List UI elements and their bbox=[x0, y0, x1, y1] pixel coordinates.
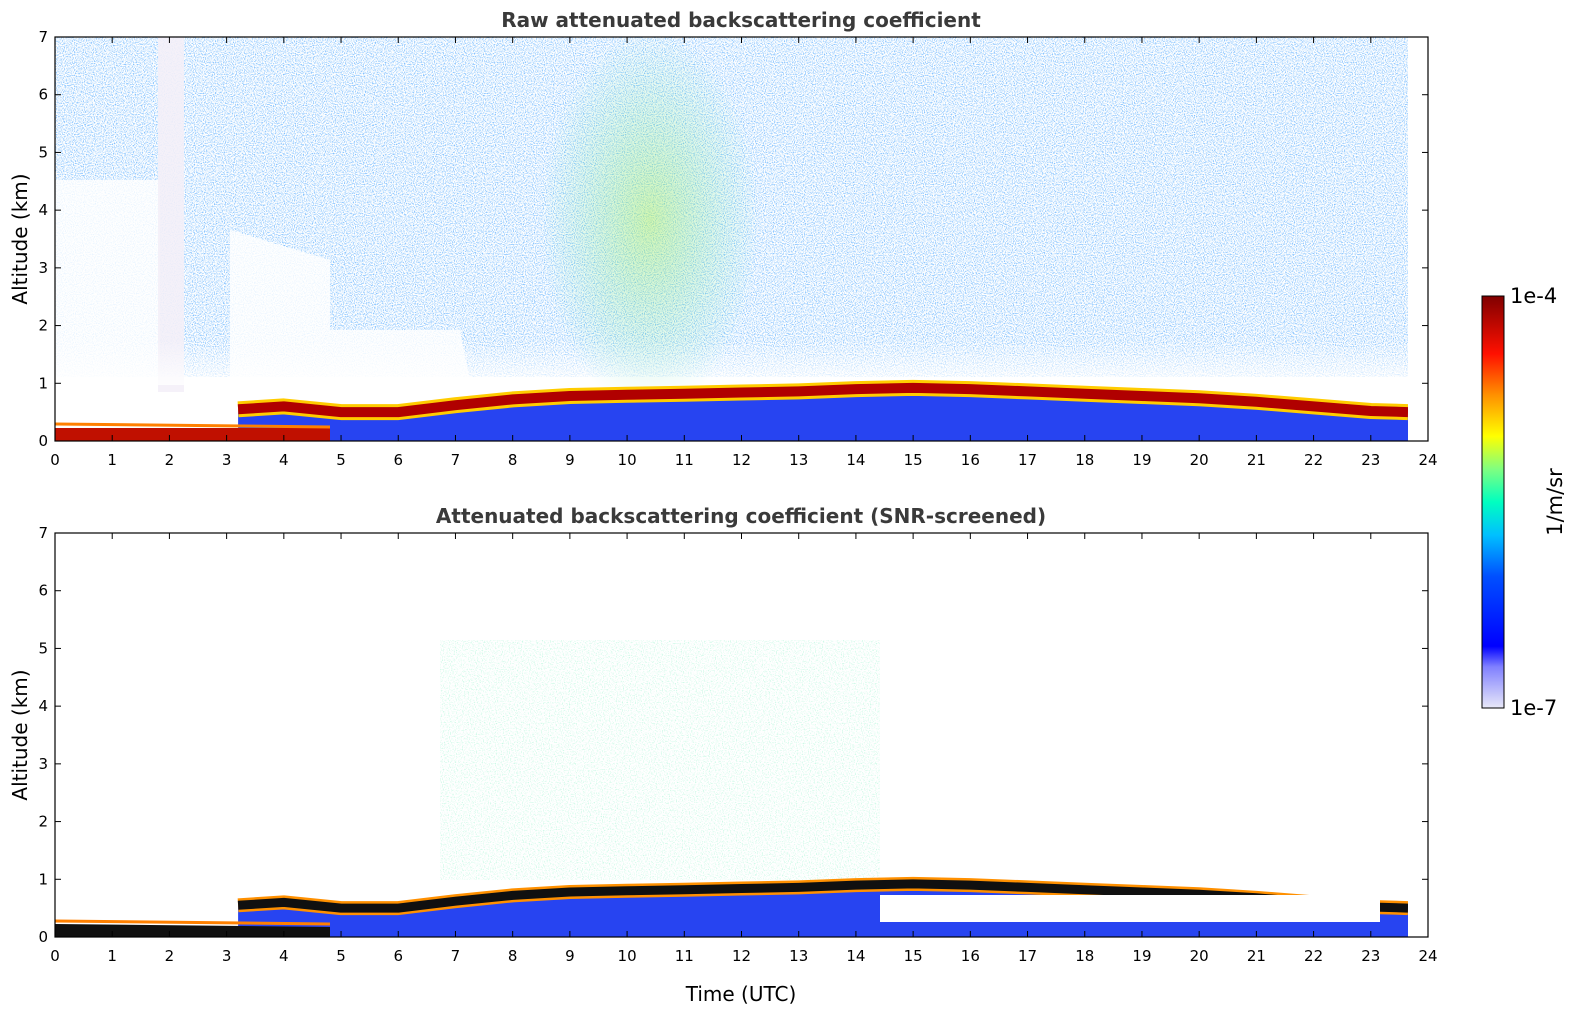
x-tick-label: 1 bbox=[107, 451, 117, 469]
colorbar-gradient bbox=[1481, 295, 1505, 709]
raw-backscatter-panel: Raw attenuated backscattering coefficien… bbox=[8, 8, 1438, 469]
chart-title: Raw attenuated backscattering coefficien… bbox=[501, 8, 981, 32]
x-tick-label: 20 bbox=[1190, 451, 1209, 469]
y-tick-label: 7 bbox=[38, 28, 48, 46]
x-tick-label: 7 bbox=[451, 947, 461, 965]
y-axis: 0 1 2 3 4 5 6 7 bbox=[38, 524, 1428, 946]
x-tick-label: 5 bbox=[336, 451, 346, 469]
x-tick-label: 10 bbox=[618, 451, 637, 469]
surface-layer-edge bbox=[55, 919, 331, 926]
x-tick-label: 14 bbox=[846, 947, 865, 965]
x-tick-label: 12 bbox=[732, 451, 751, 469]
x-tick-label: 21 bbox=[1247, 451, 1266, 469]
x-tick-label: 23 bbox=[1361, 451, 1380, 469]
y-tick-label: 1 bbox=[38, 374, 48, 392]
no-data-region bbox=[1408, 37, 1428, 441]
x-tick-label: 13 bbox=[789, 947, 808, 965]
colorbar-min-label: 1e-7 bbox=[1510, 696, 1557, 720]
boundary-layer-top bbox=[237, 382, 1409, 418]
x-tick-label: 0 bbox=[50, 451, 60, 469]
x-tick-label: 15 bbox=[904, 947, 923, 965]
chart-title: Attenuated backscattering coefficient (S… bbox=[436, 504, 1046, 528]
x-tick-label: 12 bbox=[732, 947, 751, 965]
x-tick-label: 24 bbox=[1418, 947, 1437, 965]
colorbar-max-label: 1e-4 bbox=[1510, 284, 1557, 308]
y-axis: 0 1 2 3 4 5 6 7 bbox=[38, 28, 1428, 450]
y-tick-label: 0 bbox=[38, 432, 48, 450]
y-tick-label: 6 bbox=[38, 582, 48, 600]
y-tick-label: 5 bbox=[38, 639, 48, 657]
x-tick-label: 7 bbox=[451, 451, 461, 469]
heatmap-area bbox=[55, 37, 1428, 441]
x-tick-label: 4 bbox=[279, 451, 289, 469]
y-tick-label: 4 bbox=[38, 201, 48, 219]
x-tick-label: 0 bbox=[50, 947, 60, 965]
aerosol-plume bbox=[440, 640, 880, 880]
y-tick-label: 6 bbox=[38, 86, 48, 104]
snr-screened-panel: Attenuated backscattering coefficient (S… bbox=[8, 504, 1438, 1006]
x-tick-label: 2 bbox=[165, 947, 175, 965]
y-tick-label: 1 bbox=[38, 870, 48, 888]
x-tick-label: 2 bbox=[165, 451, 175, 469]
x-tick-label: 19 bbox=[1132, 451, 1151, 469]
x-tick-label: 20 bbox=[1190, 947, 1209, 965]
x-tick-label: 16 bbox=[961, 451, 980, 469]
y-tick-label: 0 bbox=[38, 928, 48, 946]
heatmap-area bbox=[55, 533, 1428, 937]
x-tick-label: 13 bbox=[789, 451, 808, 469]
x-tick-label: 3 bbox=[222, 451, 232, 469]
x-tick-label: 3 bbox=[222, 947, 232, 965]
x-tick-label: 22 bbox=[1304, 451, 1323, 469]
y-tick-label: 2 bbox=[38, 317, 48, 335]
x-tick-label: 24 bbox=[1418, 451, 1437, 469]
x-tick-label: 9 bbox=[565, 451, 575, 469]
x-tick-label: 8 bbox=[508, 947, 518, 965]
data-gap-strip bbox=[158, 37, 184, 392]
colorbar-unit-label: 1/m/sr bbox=[1543, 468, 1567, 536]
y-tick-label: 4 bbox=[38, 697, 48, 715]
x-tick-label: 14 bbox=[846, 451, 865, 469]
y-tick-label: 7 bbox=[38, 524, 48, 542]
x-tick-label: 4 bbox=[279, 947, 289, 965]
x-tick-label: 5 bbox=[336, 947, 346, 965]
x-tick-label: 23 bbox=[1361, 947, 1380, 965]
x-tick-label: 6 bbox=[393, 451, 403, 469]
x-tick-label: 9 bbox=[565, 947, 575, 965]
y-axis-label: Altitude (km) bbox=[8, 669, 32, 800]
x-tick-label: 17 bbox=[1018, 947, 1037, 965]
x-tick-label: 10 bbox=[618, 947, 637, 965]
no-data-region bbox=[1408, 533, 1428, 937]
x-tick-label: 1 bbox=[107, 947, 117, 965]
surface-layer bbox=[55, 924, 330, 937]
x-tick-label: 18 bbox=[1075, 947, 1094, 965]
x-tick-label: 16 bbox=[961, 947, 980, 965]
surface-layer-edge bbox=[55, 422, 331, 429]
y-tick-label: 3 bbox=[38, 755, 48, 773]
screened-gap bbox=[880, 895, 1380, 922]
y-axis-label: Altitude (km) bbox=[8, 173, 32, 304]
x-tick-label: 8 bbox=[508, 451, 518, 469]
x-tick-label: 21 bbox=[1247, 947, 1266, 965]
y-tick-label: 3 bbox=[38, 259, 48, 277]
x-tick-label: 22 bbox=[1304, 947, 1323, 965]
colorbar: 1e-4 1e-7 1/m/sr bbox=[1481, 284, 1567, 720]
x-axis: 0 1 2 3 4 5 6 7 8 9 10 11 12 13 14 15 16 17 18 19 20 21 22 23 24 bbox=[50, 37, 1438, 469]
x-tick-label: 15 bbox=[904, 451, 923, 469]
surface-layer bbox=[55, 428, 330, 441]
fade-layer bbox=[55, 340, 1410, 385]
x-tick-label: 17 bbox=[1018, 451, 1037, 469]
x-tick-label: 11 bbox=[675, 947, 694, 965]
aerosol-plume bbox=[540, 37, 760, 410]
x-tick-label: 18 bbox=[1075, 451, 1094, 469]
y-tick-label: 5 bbox=[38, 143, 48, 161]
x-axis: 0 1 2 3 4 5 6 7 8 9 10 11 12 13 14 15 16 17 18 19 20 21 22 23 24 bbox=[50, 533, 1438, 965]
y-tick-label: 2 bbox=[38, 813, 48, 831]
x-tick-label: 19 bbox=[1132, 947, 1151, 965]
x-tick-label: 11 bbox=[675, 451, 694, 469]
x-axis-label: Time (UTC) bbox=[685, 982, 797, 1006]
x-tick-label: 6 bbox=[393, 947, 403, 965]
